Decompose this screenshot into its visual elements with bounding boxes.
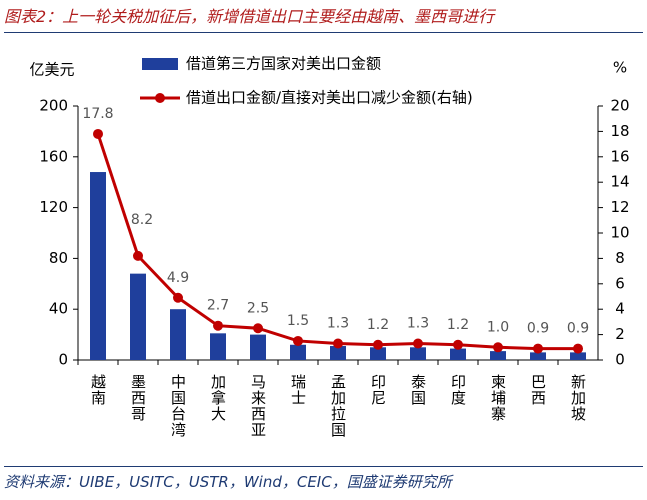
y2-tick-label: 2 — [615, 325, 625, 343]
y2-tick-label: 14 — [610, 173, 629, 191]
bar — [370, 347, 386, 360]
value-label: 1.2 — [367, 317, 389, 333]
bar — [330, 346, 346, 360]
value-label: 1.3 — [407, 315, 429, 331]
x-tick-label: 瑞士 — [289, 374, 307, 406]
legend-swatch — [155, 93, 165, 103]
y-tick-label: 80 — [49, 249, 68, 267]
y2-tick-label: 20 — [610, 97, 629, 115]
value-label: 1.5 — [287, 313, 309, 329]
x-tick-label: 印度 — [449, 374, 467, 406]
chart-title: 图表2：上一轮关税加征后，新增借道出口主要经由越南、墨西哥进行 — [4, 4, 643, 33]
y2-tick-label: 12 — [610, 198, 629, 216]
bar — [490, 351, 506, 360]
point — [133, 250, 143, 261]
y-tick-label: 0 — [58, 351, 68, 369]
point — [493, 342, 503, 353]
point — [293, 335, 303, 346]
x-tick-label: 新加坡 — [569, 374, 587, 422]
source: 资料来源：UIBE，USITC，USTR，Wind，CEIC，国盛证券研究所 — [4, 466, 643, 497]
y-tick-label: 40 — [49, 300, 68, 318]
bar — [130, 273, 146, 360]
y-tick-label: 160 — [39, 147, 68, 165]
legend-label: 借道第三方国家对美出口金额 — [186, 55, 381, 73]
point — [373, 339, 383, 350]
x-tick-label: 柬埔寨 — [489, 374, 507, 422]
bar — [410, 347, 426, 360]
x-tick-label: 中国台湾 — [169, 374, 187, 438]
y2-tick-label: 6 — [615, 274, 625, 292]
x-tick-label: 巴西 — [529, 374, 547, 406]
point — [413, 338, 423, 349]
y2-tick-label: 4 — [615, 300, 625, 318]
bar — [290, 344, 306, 360]
x-tick-label: 泰国 — [409, 374, 427, 406]
value-label: 8.2 — [131, 212, 153, 228]
y2-tick-label: 18 — [610, 122, 629, 140]
point — [173, 292, 183, 303]
point — [213, 320, 223, 331]
bar — [250, 334, 266, 360]
point — [93, 128, 103, 139]
y-unit: 亿美元 — [29, 61, 74, 79]
bar — [90, 172, 106, 360]
value-label: 1.0 — [487, 319, 509, 335]
y2-tick-label: 16 — [610, 147, 629, 165]
point — [253, 323, 263, 334]
value-label: 2.7 — [207, 298, 229, 314]
bar — [210, 333, 226, 360]
point — [453, 339, 463, 350]
chart: 亿美元 % 0 40 80 120 160 200 0 2 4 6 8 10 12 14 16 18 20 越南墨… — [29, 55, 629, 439]
bar — [570, 352, 586, 360]
point — [333, 338, 343, 349]
bar — [450, 348, 466, 360]
value-label: 17.8 — [82, 106, 113, 122]
point — [573, 343, 583, 354]
value-label: 1.2 — [447, 317, 469, 333]
point — [533, 343, 543, 354]
y2-unit: % — [613, 59, 627, 77]
x-tick-label: 越南 — [89, 374, 107, 406]
y2-tick-label: 10 — [610, 224, 629, 242]
y2-tick-label: 8 — [615, 249, 625, 267]
x-tick-label: 孟加拉国 — [329, 374, 347, 438]
y-tick-label: 120 — [39, 198, 68, 216]
x-tick-label: 马来西亚 — [249, 374, 267, 438]
y2-tick-label: 0 — [615, 351, 625, 369]
x-tick-label: 墨西哥 — [129, 374, 147, 422]
legend-label: 借道出口金额/直接对美出口减少金额(右轴) — [186, 89, 473, 107]
value-label: 0.9 — [527, 321, 549, 337]
value-label: 4.9 — [167, 270, 189, 286]
bar — [530, 352, 546, 360]
bar — [170, 309, 186, 360]
value-label: 1.3 — [327, 315, 349, 331]
value-label: 2.5 — [247, 300, 269, 316]
value-label: 0.9 — [567, 321, 589, 337]
legend-swatch — [142, 58, 178, 70]
y-tick-label: 200 — [39, 97, 68, 115]
x-tick-label: 加拿大 — [209, 374, 227, 422]
x-tick-label: 印尼 — [369, 374, 387, 406]
